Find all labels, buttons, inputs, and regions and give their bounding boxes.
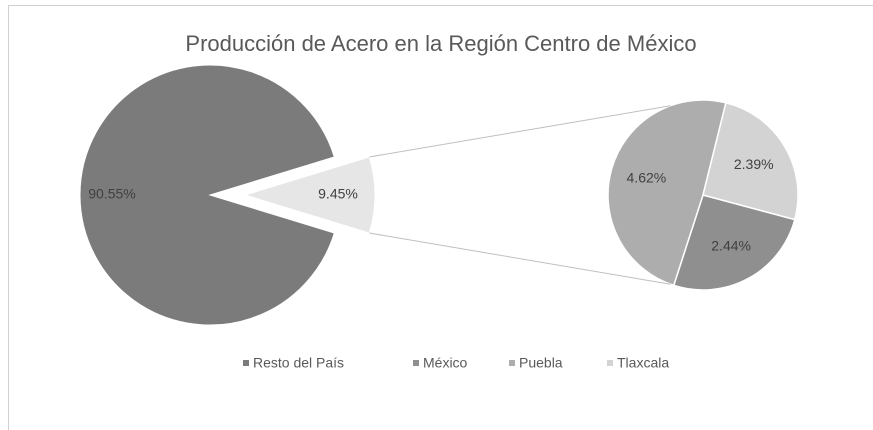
legend-swatch	[607, 360, 613, 366]
pie-slice	[79, 64, 335, 326]
legend-swatch	[243, 360, 249, 366]
data-label: 4.62%	[627, 170, 667, 186]
data-label: 2.44%	[711, 237, 751, 253]
pie-slice	[702, 101, 799, 221]
legend-swatch	[509, 360, 515, 366]
connector-line	[369, 105, 671, 158]
pie-slice	[243, 156, 376, 234]
chart-frame	[8, 5, 873, 430]
chart-title: Producción de Acero en la Región Centro …	[185, 31, 696, 56]
connector-line	[369, 232, 671, 285]
legend-label: Resto del País	[253, 355, 344, 371]
legend-label: México	[423, 355, 468, 371]
data-label: 90.55%	[88, 186, 135, 202]
legend-label: Tlaxcala	[617, 355, 669, 371]
data-label: 2.39%	[734, 156, 774, 172]
data-label: 9.45%	[318, 186, 358, 202]
legend-label: Puebla	[519, 355, 563, 371]
pie-slice	[607, 99, 727, 287]
legend-swatch	[413, 360, 419, 366]
pie-slice	[672, 194, 796, 291]
